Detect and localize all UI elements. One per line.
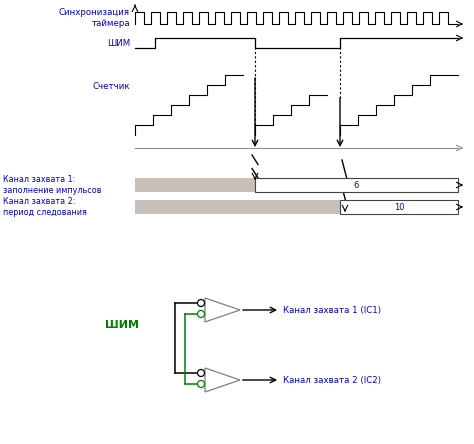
Text: 10: 10 [394,202,404,211]
Bar [255,178,458,192]
Text: Счетчик: Счетчик [92,82,130,91]
Text: Синхронизация
таймера: Синхронизация таймера [59,8,130,28]
Bar [340,200,458,214]
Text: Канал захвата 1 (IC1): Канал захвата 1 (IC1) [283,305,381,314]
Text: ШИМ: ШИМ [107,39,130,48]
Text: Канал захвата 2 (IC2): Канал захвата 2 (IC2) [283,376,381,385]
Text: 6: 6 [354,181,359,190]
Text: Канал захвата 1:
заполнение импульсов: Канал захвата 1: заполнение импульсов [3,175,101,195]
Text: ШИМ: ШИМ [105,320,139,330]
Bar [135,178,255,192]
Text: Канал захвата 2:
период следования: Канал захвата 2: период следования [3,197,87,217]
Bar [135,200,340,214]
